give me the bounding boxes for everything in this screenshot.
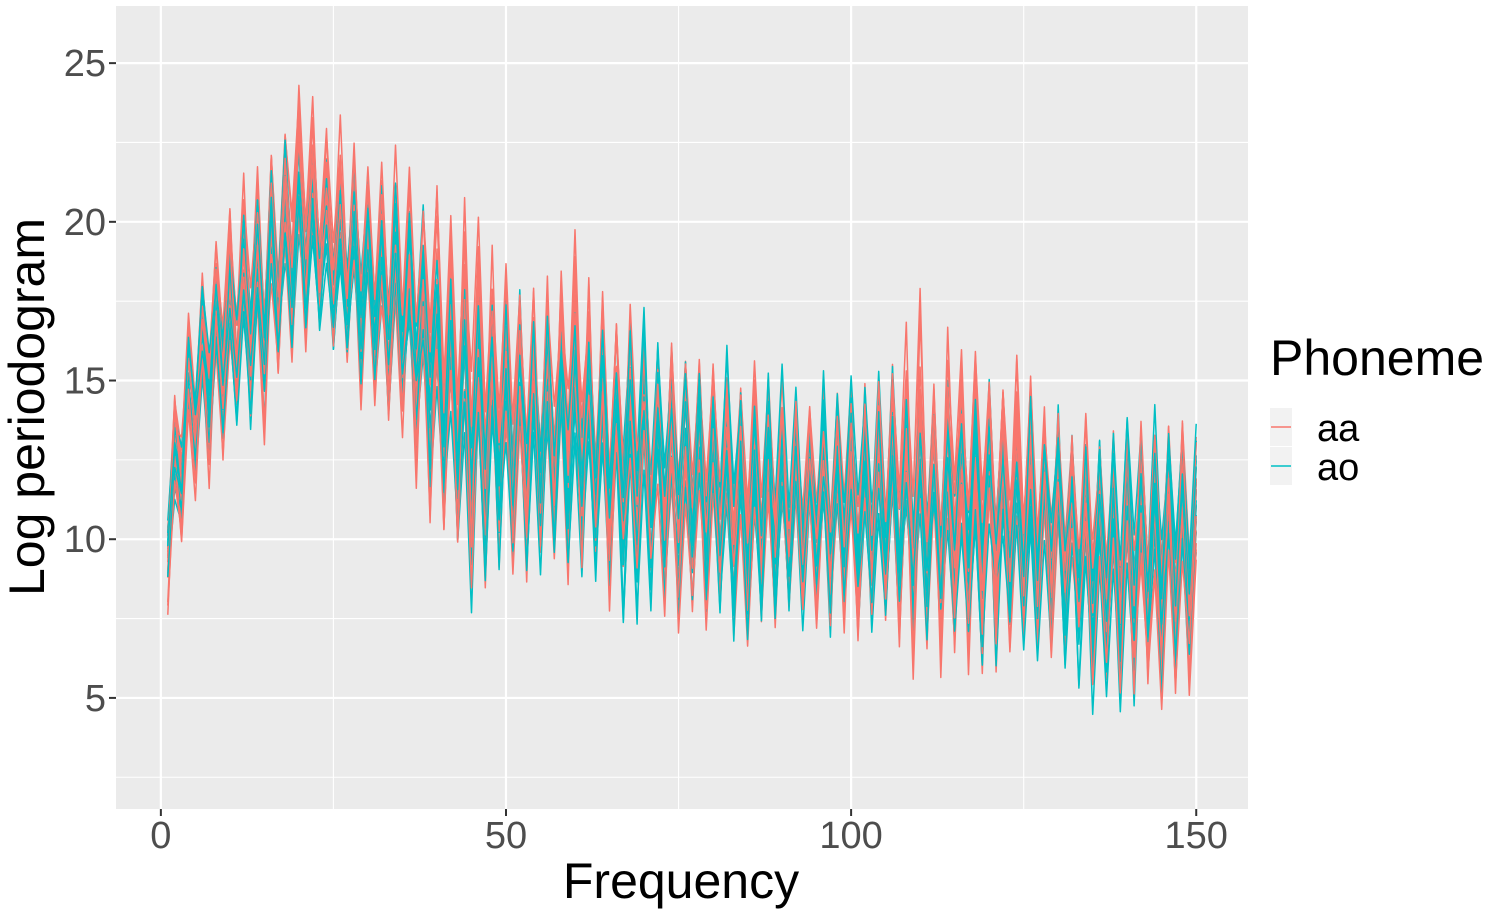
legend-title: Phoneme	[1270, 330, 1484, 386]
y-tick-label: 5	[85, 678, 106, 720]
legend: Phoneme aa ao	[1270, 330, 1484, 489]
y-tick-label: 10	[64, 519, 106, 561]
legend-label-aa: aa	[1317, 408, 1360, 450]
panel-background	[116, 6, 1248, 809]
y-tick-label: 25	[64, 43, 106, 85]
series-layer	[167, 84, 1197, 716]
x-tick-label: 150	[1165, 815, 1228, 857]
y-tick-label: 15	[64, 361, 106, 403]
y-tick-labels: 5 10 15 20 25	[64, 43, 106, 720]
y-axis-title: Log periodogram	[0, 218, 55, 596]
series-line-aa	[167, 134, 1197, 711]
series-line-ao	[167, 197, 1197, 641]
x-tick-labels: 0 50 100 150	[150, 815, 1228, 857]
x-tick-label: 100	[819, 815, 882, 857]
axis-ticks	[109, 62, 1198, 816]
x-tick-label: 0	[150, 815, 171, 857]
x-axis-title: Frequency	[563, 853, 799, 909]
x-tick-label: 50	[485, 815, 527, 857]
y-tick-label: 20	[64, 202, 106, 244]
legend-label-ao: ao	[1317, 447, 1359, 489]
